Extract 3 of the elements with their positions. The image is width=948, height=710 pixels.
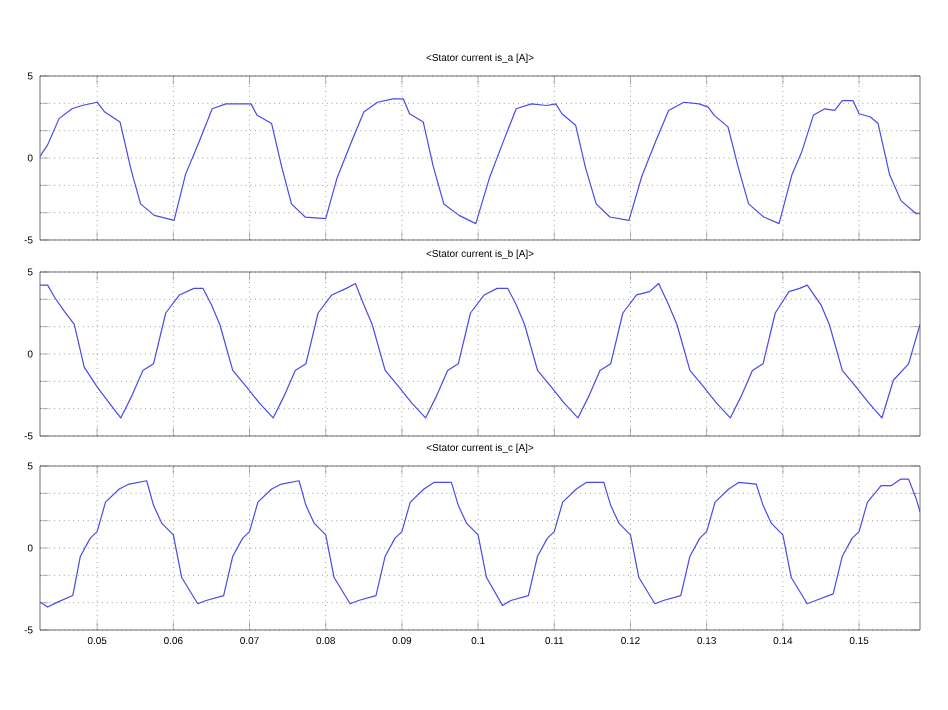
line-series bbox=[40, 282, 921, 419]
line-series bbox=[40, 478, 921, 608]
line-series bbox=[40, 98, 921, 225]
